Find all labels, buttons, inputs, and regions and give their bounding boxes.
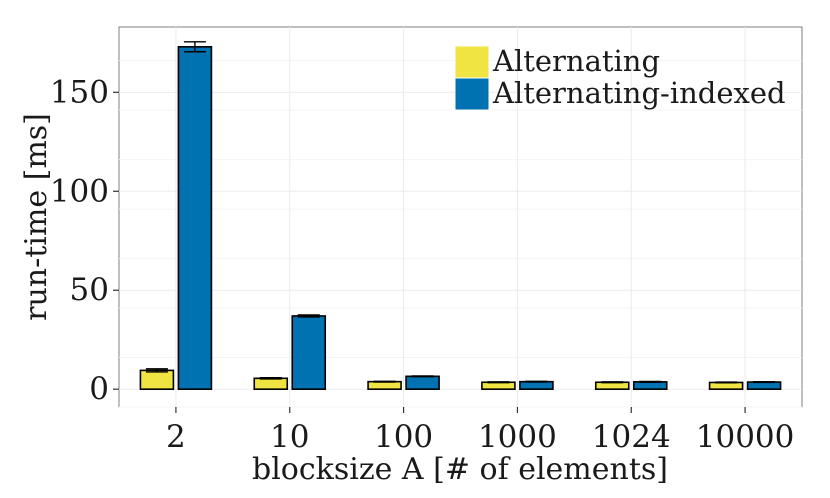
legend-label: Alternating-indexed xyxy=(492,76,786,110)
bar-alternating-indexed-1000 xyxy=(519,380,554,390)
bar-alternating-2 xyxy=(139,369,175,390)
x-tick-label: 10 xyxy=(270,419,309,455)
x-tick-label: 100 xyxy=(374,419,433,455)
bar-alternating-indexed-1024 xyxy=(632,381,668,390)
y-tick-label: 50 xyxy=(70,272,109,308)
bar-alternating-indexed-2 xyxy=(177,45,213,390)
legend-swatch-alternating-indexed xyxy=(454,77,490,111)
x-tick-label: 10000 xyxy=(696,419,795,455)
legend-swatch-alternating xyxy=(454,45,490,79)
bars xyxy=(139,41,782,390)
x-axis-label: blocksize A [# of elements] xyxy=(252,452,668,487)
bar-alternating-100 xyxy=(367,380,402,390)
bar-alternating-10 xyxy=(253,377,289,390)
bar-alternating-indexed-10 xyxy=(291,315,327,390)
x-tick-label: 1000 xyxy=(478,419,557,455)
x-tick-label: 1024 xyxy=(592,419,671,455)
bar-alternating-indexed-100 xyxy=(405,375,440,390)
x-tick-label: 2 xyxy=(166,419,186,455)
y-tick-label: 100 xyxy=(50,173,109,209)
grid xyxy=(119,27,802,408)
x-axis-ticks: 2 10 100 1000 1024 10000 xyxy=(166,407,794,455)
y-axis-label: run-time [ms] xyxy=(19,113,54,321)
y-tick-label: 0 xyxy=(89,371,109,407)
y-tick-label: 150 xyxy=(50,74,109,110)
legend-label: Alternating xyxy=(492,44,660,78)
y-axis-ticks: 0 50 100 150 xyxy=(50,74,119,407)
